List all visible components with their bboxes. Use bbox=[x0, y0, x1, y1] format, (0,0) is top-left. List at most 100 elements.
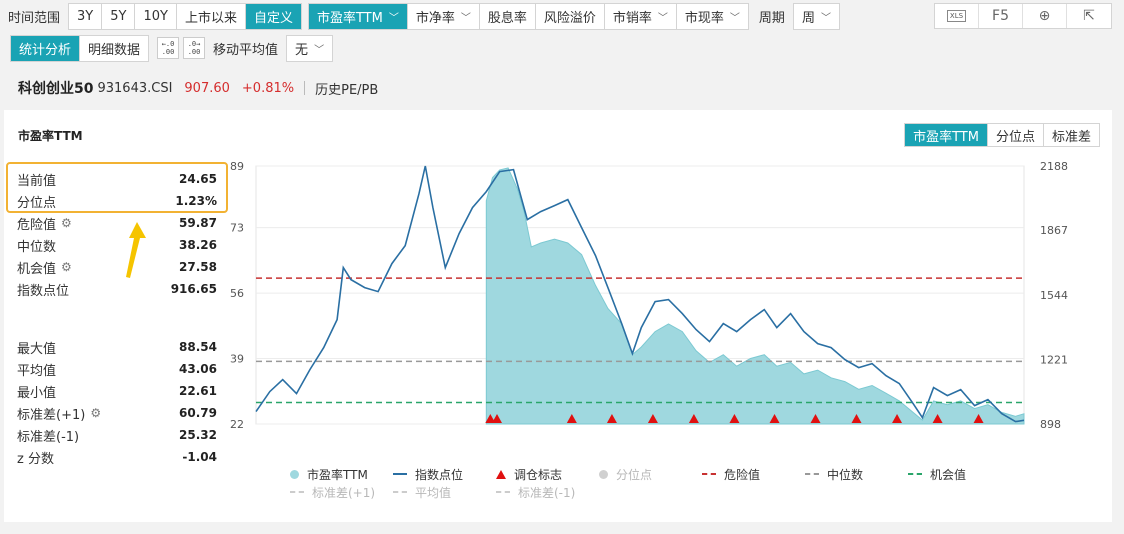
stat-label-text: 危险值 bbox=[17, 217, 57, 233]
stat-row: 危险值 ⚙ 59.87 bbox=[17, 212, 217, 234]
legend-pe-ttm[interactable]: 市盈率TTM bbox=[290, 466, 393, 483]
pe-chart[interactable]: 2239567389898122115441867218820-07-0121-… bbox=[4, 110, 1112, 522]
y-left-tick: 22 bbox=[230, 418, 244, 431]
metric-pb-label: 市净率 bbox=[415, 11, 455, 26]
open-external-button[interactable]: ⇱ bbox=[1067, 4, 1111, 28]
decimal-increase-icon[interactable]: .0→ .00 bbox=[183, 37, 206, 59]
chevron-down-icon: ﹀ bbox=[388, 13, 399, 24]
metric-pe-ttm-dropdown[interactable]: 市盈率TTM ﹀ bbox=[308, 4, 408, 29]
tab-std-dev[interactable]: 标准差 bbox=[1043, 124, 1099, 146]
stat-label-text: 当前值 bbox=[17, 173, 57, 189]
legend-median[interactable]: 中位数 bbox=[805, 466, 908, 483]
legend-index[interactable]: 指数点位 bbox=[393, 466, 496, 483]
stat-label: 当前值 bbox=[17, 170, 56, 189]
gear-icon[interactable]: ⚙ bbox=[61, 216, 72, 230]
stat-label: 标准差(-1) bbox=[17, 426, 79, 445]
legend-marker bbox=[702, 473, 716, 475]
legend-std-plus[interactable]: 标准差(+1) bbox=[290, 484, 393, 501]
range-3y-button[interactable]: 3Y bbox=[69, 4, 103, 29]
stat-label-text: 标准差(+1) bbox=[17, 407, 86, 423]
period-dropdown[interactable]: 周 ﹀ bbox=[793, 4, 839, 29]
add-button[interactable]: ⊕ bbox=[1023, 4, 1067, 28]
chevron-down-icon: ﹀ bbox=[460, 13, 471, 24]
highlight-arrow-icon bbox=[126, 222, 146, 278]
metric-risk-premium-button[interactable]: 风险溢价 bbox=[535, 4, 605, 29]
metric-pcf-dropdown[interactable]: 市现率 ﹀ bbox=[676, 4, 748, 29]
index-change: +0.81% bbox=[241, 80, 295, 96]
chevron-down-icon: ﹀ bbox=[729, 13, 740, 24]
legend-marker bbox=[599, 469, 608, 479]
range-5y-button[interactable]: 5Y bbox=[102, 4, 136, 29]
stat-value: 916.65 bbox=[170, 282, 217, 296]
stat-row: 机会值 ⚙ 27.58 bbox=[17, 256, 217, 278]
rebalance-marker bbox=[688, 414, 699, 423]
tab-detail-data[interactable]: 明细数据 bbox=[80, 35, 149, 61]
refresh-f5-button[interactable]: F5 bbox=[979, 4, 1023, 28]
legend-rebalance[interactable]: 调仓标志 bbox=[496, 466, 599, 483]
gear-icon[interactable]: ⚙ bbox=[90, 406, 102, 420]
stat-label: z 分数 bbox=[17, 448, 54, 467]
metric-pb-dropdown[interactable]: 市净率 ﹀ bbox=[407, 4, 480, 29]
legend-danger[interactable]: 危险值 bbox=[702, 466, 805, 483]
metric-ps-dropdown[interactable]: 市销率 ﹀ bbox=[604, 4, 677, 29]
stat-value: 27.58 bbox=[179, 260, 217, 274]
stat-value: 60.79 bbox=[179, 406, 217, 420]
gear-icon[interactable]: ⚙ bbox=[61, 260, 72, 274]
history-pe-pb-link[interactable]: 历史PE/PB bbox=[315, 82, 379, 98]
stat-row: 最大值 88.54 bbox=[17, 336, 217, 358]
range-custom-button[interactable]: 自定义 bbox=[245, 4, 301, 29]
tab-pe-ttm[interactable]: 市盈率TTM bbox=[905, 124, 988, 146]
stat-label-text: 最大值 bbox=[17, 341, 57, 357]
legend-label: 调仓标志 bbox=[514, 467, 563, 482]
index-code: 931643.CSI bbox=[97, 80, 173, 96]
legend-label: 危险值 bbox=[724, 467, 761, 482]
index-name: 科创创业50 bbox=[18, 81, 94, 97]
moving-average-dropdown[interactable]: 无 ﹀ bbox=[287, 35, 333, 61]
export-xls-button[interactable]: XLS bbox=[935, 4, 979, 28]
legend-marker bbox=[496, 469, 506, 479]
stat-label: 平均值 bbox=[17, 360, 56, 379]
range-since-listing-button[interactable]: 上市以来 bbox=[176, 4, 246, 29]
xls-icon: XLS bbox=[946, 10, 967, 22]
stat-row: 标准差(-1) 25.32 bbox=[17, 424, 217, 446]
legend-std-minus[interactable]: 标准差(-1) bbox=[496, 484, 599, 501]
stat-row: 中位数 38.26 bbox=[17, 234, 217, 256]
external-link-icon: ⇱ bbox=[1083, 8, 1095, 24]
metric-ps-label: 市销率 bbox=[612, 11, 652, 26]
stat-label: 危险值 ⚙ bbox=[17, 214, 72, 233]
stat-value: 24.65 bbox=[179, 172, 217, 186]
tab-percentile[interactable]: 分位点 bbox=[987, 124, 1044, 146]
stat-label: 分位点 bbox=[17, 192, 56, 211]
stat-value: 88.54 bbox=[179, 340, 217, 354]
legend-label: 市盈率TTM bbox=[307, 467, 368, 482]
stat-row: 分位点 1.23% bbox=[17, 190, 217, 212]
legend-marker bbox=[805, 473, 819, 475]
index-line bbox=[255, 165, 1025, 423]
y-left-tick: 56 bbox=[230, 287, 244, 300]
index-info-bar: 科创创业50 931643.CSI 907.60 +0.81% 历史PE/PB bbox=[18, 78, 378, 98]
tab-statistics[interactable]: 统计分析 bbox=[11, 35, 81, 61]
legend-mean[interactable]: 平均值 bbox=[393, 484, 496, 501]
legend-opportunity[interactable]: 机会值 bbox=[908, 466, 1011, 483]
decimal-decrease-icon[interactable]: ←.0.00 bbox=[157, 37, 180, 59]
metric-dividend-button[interactable]: 股息率 bbox=[479, 4, 536, 29]
stat-value: 59.87 bbox=[179, 216, 217, 230]
stat-label-text: 平均值 bbox=[17, 363, 57, 379]
stat-value: 1.23% bbox=[175, 194, 217, 208]
stat-label: 最大值 bbox=[17, 338, 56, 357]
highlight-box bbox=[6, 162, 228, 213]
legend-label: 指数点位 bbox=[415, 467, 464, 482]
period-label: 周期 bbox=[758, 11, 785, 26]
moving-average-select[interactable]: 无 ﹀ bbox=[286, 34, 334, 62]
y-left-tick: 89 bbox=[230, 160, 244, 173]
panel-metric-tabs: 市盈率TTM 分位点 标准差 bbox=[904, 123, 1100, 147]
y-left-tick: 39 bbox=[230, 353, 244, 366]
period-select[interactable]: 周 ﹀ bbox=[792, 3, 840, 30]
stat-label-text: 机会值 bbox=[17, 261, 57, 277]
legend-percentile[interactable]: 分位点 bbox=[599, 466, 702, 483]
metric-button-group: 市盈率TTM ﹀ 市净率 ﹀ 股息率 风险溢价 市销率 ﹀ 市现率 ﹀ bbox=[307, 3, 749, 30]
stat-value: 22.61 bbox=[179, 384, 217, 398]
moving-average-label: 移动平均值 bbox=[213, 42, 279, 58]
range-10y-button[interactable]: 10Y bbox=[135, 4, 177, 29]
stat-label: 最小值 bbox=[17, 382, 56, 401]
